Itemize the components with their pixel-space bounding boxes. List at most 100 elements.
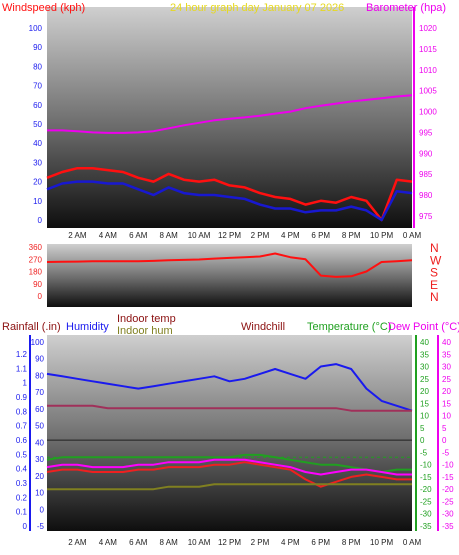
x-tick-label: 0 AM bbox=[403, 538, 422, 547]
windchill-line bbox=[46, 461, 412, 488]
windspeed-tick-label: 100 bbox=[29, 24, 43, 33]
barometer-tick-label: 975 bbox=[419, 212, 433, 221]
x-tick-label: 2 PM bbox=[251, 231, 270, 240]
humidity-tick-label: 90 bbox=[35, 355, 44, 364]
windspeed-tick-label: 20 bbox=[33, 178, 42, 187]
rainfall-tick-label: 0.9 bbox=[16, 393, 28, 402]
windspeed-tick-label: 10 bbox=[33, 197, 42, 206]
x-tick-label: 4 PM bbox=[281, 231, 300, 240]
x-tick-label: 2 AM bbox=[68, 538, 87, 547]
humidity-line bbox=[46, 363, 413, 412]
indoor-humidity-line bbox=[47, 404, 412, 412]
temperature-tick-label: -15 bbox=[420, 473, 432, 482]
humidity-tick-label: 60 bbox=[35, 405, 44, 414]
dewpoint-tick-label: 40 bbox=[442, 338, 451, 347]
temperature-label: Temperature (°C) bbox=[307, 321, 391, 333]
rainfall-tick-label: 0.5 bbox=[16, 450, 28, 459]
rainfall-tick-label: 0.8 bbox=[16, 407, 28, 416]
humidity-tick-label: 40 bbox=[35, 438, 44, 447]
dewpoint-tick-label: -35 bbox=[442, 522, 454, 531]
temperature-tick-label: 35 bbox=[420, 350, 429, 359]
wind-baro-plot-area bbox=[47, 7, 412, 228]
x-tick-label: 8 AM bbox=[160, 538, 179, 547]
dewpoint-label: Dew Point (°C) bbox=[388, 321, 459, 333]
barometer-tick-label: 995 bbox=[419, 128, 433, 137]
direction-tick-label: 270 bbox=[29, 255, 43, 264]
rainfall-tick-label: 0.2 bbox=[16, 493, 28, 502]
x-tick-label: 12 PM bbox=[218, 231, 241, 240]
windspeed-tick-label: 80 bbox=[33, 62, 42, 71]
x-tick-label: 2 PM bbox=[251, 538, 270, 547]
dewpoint-tick-label: 0 bbox=[442, 436, 447, 445]
x-tick-label: 6 PM bbox=[311, 538, 330, 547]
dewpoint-tick-label: 30 bbox=[442, 363, 451, 372]
indoor-hum-label: Indoor hum bbox=[117, 325, 173, 337]
barometer-axis-label: Barometer (hpa) bbox=[366, 2, 446, 14]
temperature-tick-label: 15 bbox=[420, 399, 429, 408]
dewpoint-tick-label: -15 bbox=[442, 473, 454, 482]
rainfall-tick-label: 0.1 bbox=[16, 508, 28, 517]
rainfall-tick-label: 0.3 bbox=[16, 479, 28, 488]
indoor-temp-label: Indoor temp bbox=[117, 313, 176, 325]
wind-direction-line bbox=[46, 252, 413, 278]
rainfall-tick-label: 0.4 bbox=[16, 465, 28, 474]
compass-label: N bbox=[430, 241, 439, 255]
rainfall-tick-label: 1.1 bbox=[16, 364, 28, 373]
temperature-tick-label: 10 bbox=[420, 412, 429, 421]
x-tick-label: 10 AM bbox=[188, 231, 211, 240]
humidity-tick-label: 20 bbox=[35, 472, 44, 481]
barometer-tick-label: 1015 bbox=[419, 45, 437, 54]
x-tick-label: 6 AM bbox=[129, 231, 148, 240]
x-tick-label: 4 AM bbox=[99, 231, 118, 240]
x-tick-label: 4 PM bbox=[281, 538, 300, 547]
dewpoint-tick-label: 20 bbox=[442, 387, 451, 396]
barometer-tick-label: 1020 bbox=[419, 24, 437, 33]
x-tick-label: 8 PM bbox=[342, 231, 361, 240]
temperature-tick-label: -25 bbox=[420, 497, 432, 506]
direction-tick-label: 180 bbox=[29, 268, 43, 277]
temperature-tick-label: 40 bbox=[420, 338, 429, 347]
x-tick-label: 8 PM bbox=[342, 538, 361, 547]
temperature-tick-label: -30 bbox=[420, 510, 432, 519]
windspeed-tick-label: 0 bbox=[38, 216, 43, 225]
barometer-tick-label: 980 bbox=[419, 191, 433, 200]
temperature-tick-label: -35 bbox=[420, 522, 432, 531]
barometer-line bbox=[47, 94, 413, 134]
x-tick-label: 10 PM bbox=[370, 231, 393, 240]
dewpoint-tick-label: -30 bbox=[442, 510, 454, 519]
x-tick-label: 0 AM bbox=[403, 231, 422, 240]
dewpoint-tick-label: 5 bbox=[442, 424, 447, 433]
dewpoint-tick-label: 25 bbox=[442, 375, 451, 384]
x-tick-label: 8 AM bbox=[160, 231, 179, 240]
rainfall-tick-label: 1.2 bbox=[16, 350, 28, 359]
humidity-tick-label: 30 bbox=[35, 455, 44, 464]
windspeed-tick-label: 90 bbox=[33, 43, 42, 52]
temperature-tick-label: 0 bbox=[420, 436, 425, 445]
x-tick-label: 6 PM bbox=[311, 231, 330, 240]
humidity-tick-label: 10 bbox=[35, 489, 44, 498]
temperature-tick-label: 30 bbox=[420, 363, 429, 372]
rain-temp-plot-area bbox=[47, 335, 412, 531]
x-tick-label: 2 AM bbox=[68, 231, 87, 240]
compass-label: W bbox=[430, 253, 442, 267]
humidity-label: Humidity bbox=[66, 321, 109, 333]
windspeed-line bbox=[46, 166, 413, 222]
windspeed-tick-label: 70 bbox=[33, 82, 42, 91]
rainfall-tick-label: 0 bbox=[23, 522, 28, 531]
humidity-tick-label: 100 bbox=[31, 338, 45, 347]
windspeed-tick-label: 50 bbox=[33, 120, 42, 129]
rainfall-label: Rainfall (.in) bbox=[2, 321, 61, 333]
x-tick-label: 10 PM bbox=[370, 538, 393, 547]
direction-tick-label: 0 bbox=[38, 292, 43, 301]
dewpoint-tick-label: -25 bbox=[442, 497, 454, 506]
chart-title: 24 hour graph day January 07 2026 bbox=[170, 2, 344, 14]
dewpoint-line bbox=[46, 458, 412, 476]
humidity-tick-label: -5 bbox=[37, 522, 45, 531]
temperature-tick-label: 5 bbox=[420, 424, 425, 433]
temperature-tick-label: 25 bbox=[420, 375, 429, 384]
windspeed-axis-label: Windspeed (kph) bbox=[2, 2, 85, 14]
windspeed-tick-label: 60 bbox=[33, 101, 42, 110]
dewpoint-tick-label: -10 bbox=[442, 461, 454, 470]
humidity-tick-label: 50 bbox=[35, 422, 44, 431]
windspeed-tick-label: 30 bbox=[33, 158, 42, 167]
